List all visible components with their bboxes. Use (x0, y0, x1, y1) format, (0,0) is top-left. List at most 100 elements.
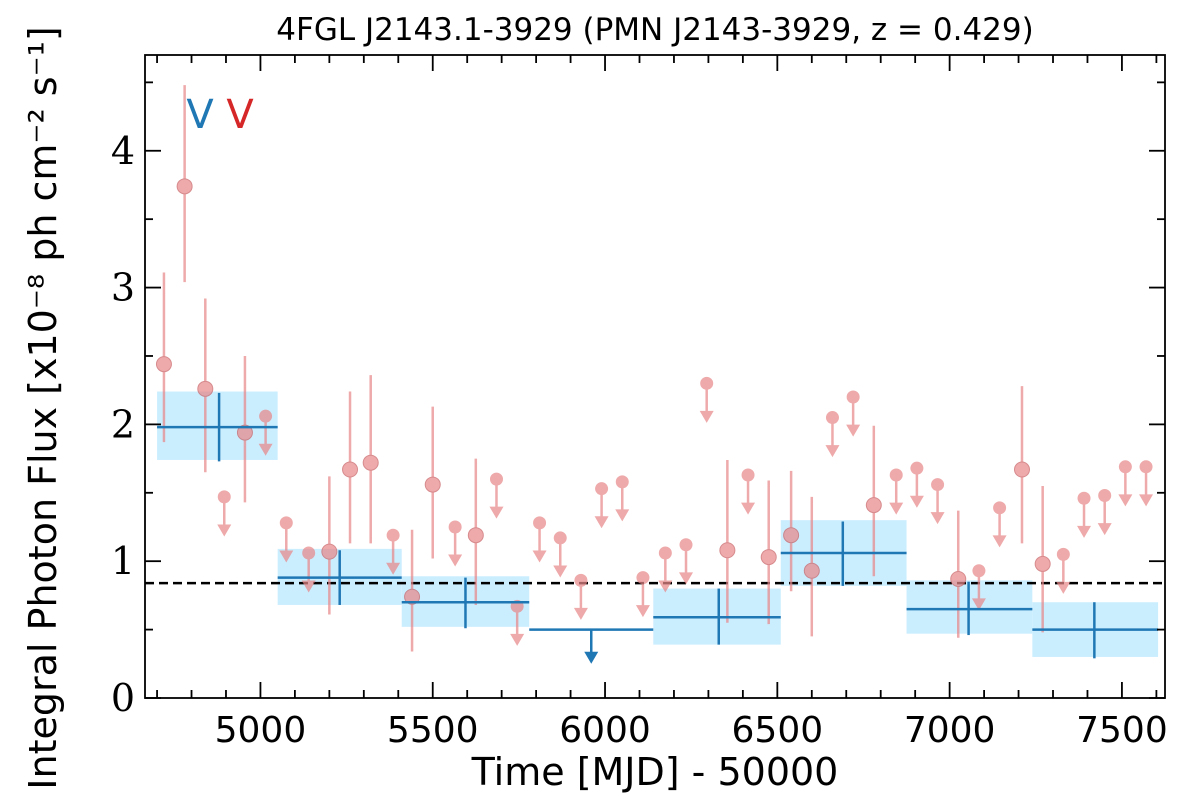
short-bin-marker (424, 476, 441, 493)
short-bin-marker (719, 542, 736, 559)
short-bin-limit-marker (615, 475, 629, 489)
short-bin-limit-marker (636, 571, 650, 585)
short-bin-limit-arrow (258, 443, 273, 456)
long-bin-point (401, 577, 530, 629)
short-bin-limit-marker (825, 411, 839, 425)
y-tick-label: 1 (111, 539, 135, 583)
short-bin-point (176, 85, 193, 283)
short-bin-marker (760, 549, 777, 566)
chart-title: 4FGL J2143.1-3929 (PMN J2143-3929, z = 0… (276, 12, 1033, 48)
short-bin-limit-arrow (279, 550, 294, 563)
short-bin-point (865, 425, 882, 577)
short-bin-limit-marker (658, 546, 672, 560)
short-bin-limit-arrow (1097, 523, 1112, 536)
short-bin-limit-arrow (553, 565, 568, 578)
short-bin-limit-arrow (1077, 525, 1092, 538)
short-bin-limit-marker (741, 468, 755, 482)
short-bin-marker (803, 562, 820, 579)
long-bin-point (906, 581, 1033, 636)
short-bin-marker (783, 527, 800, 544)
short-bin-limit-arrow (448, 554, 463, 567)
short-bin-limit-marker (302, 546, 316, 560)
short-bin-marker (236, 424, 253, 441)
short-bin-point (1077, 491, 1092, 538)
short-bin-point (236, 355, 253, 503)
short-bin-limit-arrow (889, 502, 904, 515)
short-bin-point (741, 468, 756, 515)
long-bin-point (653, 588, 781, 645)
short-bin-limit-arrow (489, 506, 504, 519)
y-tick-label: 2 (111, 402, 135, 446)
short-bin-series (155, 85, 1154, 652)
short-bin-point (362, 375, 379, 544)
short-bin-limit-arrow (615, 509, 630, 522)
short-bin-point (658, 546, 673, 593)
short-bin-limit-arrow (992, 535, 1007, 548)
short-bin-point (217, 490, 232, 537)
short-bin-limit-arrow (217, 524, 232, 537)
short-bin-limit-marker (259, 409, 273, 423)
short-bin-limit-marker (700, 376, 714, 390)
short-bin-marker (342, 461, 359, 478)
short-bin-point (992, 501, 1007, 548)
short-bin-point (448, 520, 463, 567)
short-bin-point (760, 480, 777, 625)
short-bin-point (846, 390, 861, 437)
x-tick-label: 7000 (904, 710, 996, 751)
plot-border (144, 54, 1166, 699)
short-bin-limit-arrow (658, 580, 673, 593)
short-bin-marker (362, 454, 379, 471)
short-bin-limit-marker (1077, 491, 1091, 505)
short-bin-limit-arrow (930, 512, 945, 525)
short-bin-limit-marker (217, 490, 231, 504)
short-bin-point (258, 409, 273, 456)
short-bin-limit-arrow (386, 562, 401, 575)
short-bin-marker (1013, 461, 1030, 478)
short-bin-marker (155, 356, 172, 373)
x-tick-label: 7500 (1076, 710, 1168, 751)
short-bin-limit-arrow (825, 445, 840, 458)
short-bin-point (424, 406, 441, 559)
short-bin-limit-arrow (1118, 494, 1133, 507)
short-bin-point (197, 298, 214, 473)
short-bin-point (1013, 386, 1030, 544)
short-bin-point (635, 571, 650, 618)
short-bin-marker (197, 380, 214, 397)
plot-frame: 0 1 2 3 4 5000 5500 6000 6500 7000 7500 (111, 54, 1168, 751)
short-bin-limit-marker (574, 573, 588, 587)
short-bin-limit-arrow (699, 410, 714, 423)
long-bin-band (157, 391, 278, 460)
short-bin-limit-arrow (573, 607, 588, 620)
short-bin-limit-arrow (971, 598, 986, 611)
short-bin-point (783, 470, 800, 592)
short-bin-limit-marker (533, 516, 547, 530)
short-bin-point (386, 528, 401, 575)
short-bin-marker (865, 497, 882, 514)
short-bin-point (1139, 460, 1154, 507)
x-tick-label: 6000 (559, 710, 651, 751)
short-bin-point (615, 475, 630, 522)
y-tick-label: 4 (111, 129, 135, 173)
short-bin-marker (467, 527, 484, 544)
short-bin-point (573, 573, 588, 620)
short-bin-point (553, 531, 568, 578)
short-bin-point (699, 376, 714, 423)
short-bin-point (1118, 460, 1133, 507)
short-bin-limit-marker (1098, 489, 1112, 503)
x-tick-label: 5000 (215, 710, 307, 751)
short-bin-limit-marker (972, 564, 986, 578)
short-bin-point (950, 510, 967, 638)
short-bin-limit-marker (386, 528, 400, 542)
short-bin-point (971, 564, 986, 611)
short-bin-point (342, 391, 359, 544)
short-bin-point (594, 482, 609, 529)
short-bin-limit-arrow (1056, 581, 1071, 594)
short-bin-limit-arrow (741, 502, 756, 515)
short-bin-marker (176, 178, 193, 195)
short-bin-point (404, 529, 421, 652)
short-bin-limit-marker (595, 482, 609, 496)
short-bin-point (467, 458, 484, 605)
long-bin-point (780, 521, 907, 586)
